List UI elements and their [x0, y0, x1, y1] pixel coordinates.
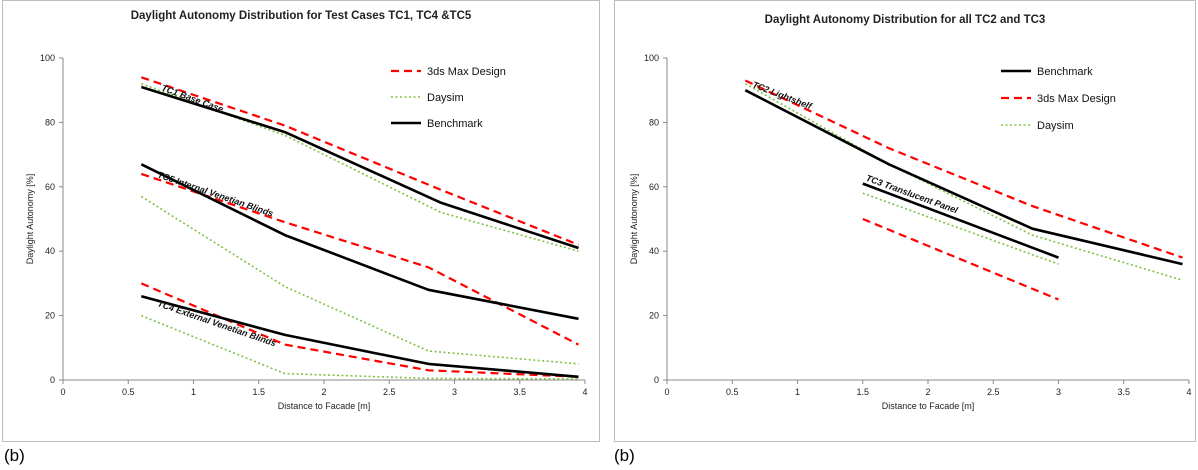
x-axis-label: Distance to Facade [m]: [882, 401, 975, 411]
x-tick-label: 3: [1056, 387, 1061, 397]
series-line-tc5-3ds-max-design: [140, 172, 580, 346]
chart-panel-left: Daylight Autonomy Distribution for Test …: [2, 0, 600, 442]
figure-caption-right: (b): [614, 446, 635, 465]
x-tick-label: 1.5: [252, 387, 265, 397]
chart-panel-right: Daylight Autonomy Distribution for all T…: [614, 0, 1196, 442]
y-tick-label: 40: [45, 246, 55, 256]
y-tick-label: 80: [45, 117, 55, 127]
chart-right: Daylight Autonomy Distribution for all T…: [629, 14, 1192, 411]
legend-label-daysim: Daysim: [427, 92, 464, 104]
series-line-tc5-benchmark: [140, 163, 579, 321]
x-tick-label: 0: [60, 387, 65, 397]
series-line-tc3-3ds-max-design: [862, 217, 1059, 301]
legend-label-daysim: Daysim: [1037, 120, 1074, 132]
x-axis-label: Distance to Facade [m]: [278, 401, 371, 411]
legend-label-3ds-max-design: 3ds Max Design: [1037, 93, 1116, 105]
x-tick-label: 2: [321, 387, 326, 397]
chart-title: Daylight Autonomy Distribution for Test …: [131, 10, 472, 22]
x-tick-label: 1: [191, 387, 196, 397]
x-tick-label: 0: [664, 387, 669, 397]
annotation-tc5-internal-venetian-blinds: TC5 Internal Venetian Blinds: [156, 170, 274, 219]
y-axis-label: Daylight Autonomy [%]: [25, 174, 35, 265]
annotation-tc3-translucent-panel: TC3 Translucent Panel: [865, 173, 960, 216]
annotation-tc4-external-venetian-blinds: TC4 External Venetian Blinds: [156, 298, 277, 348]
series-line-tc5-daysim: [140, 195, 579, 365]
legend-label-benchmark: Benchmark: [1037, 66, 1093, 78]
series-line-tc4-3ds-max-design: [140, 282, 579, 378]
series-line-tc3-benchmark: [862, 182, 1059, 259]
x-tick-label: 2: [925, 387, 930, 397]
y-tick-label: 40: [649, 246, 659, 256]
y-tick-label: 60: [45, 182, 55, 192]
y-tick-label: 20: [649, 311, 659, 321]
y-tick-label: 80: [649, 117, 659, 127]
x-tick-label: 3.5: [1117, 387, 1130, 397]
x-tick-label: 0.5: [726, 387, 739, 397]
x-tick-label: 4: [1186, 387, 1191, 397]
chart-left: Daylight Autonomy Distribution for Test …: [25, 10, 588, 411]
legend-label-3ds-max-design: 3ds Max Design: [427, 66, 506, 78]
series-line-tc2-daysim: [744, 83, 1183, 281]
x-tick-label: 3: [452, 387, 457, 397]
y-axis-label: Daylight Autonomy [%]: [629, 174, 639, 265]
series-line-tc3-daysim: [862, 192, 1059, 265]
y-tick-label: 100: [40, 53, 55, 63]
x-tick-label: 4: [582, 387, 587, 397]
y-tick-label: 60: [649, 182, 659, 192]
figure-caption-left: (b): [4, 446, 25, 465]
series-line-tc4-benchmark: [140, 295, 579, 379]
y-tick-label: 100: [644, 53, 659, 63]
x-tick-label: 1.5: [856, 387, 869, 397]
x-tick-label: 2.5: [383, 387, 396, 397]
chart-title: Daylight Autonomy Distribution for all T…: [765, 14, 1046, 26]
y-tick-label: 0: [654, 375, 659, 385]
y-tick-label: 20: [45, 311, 55, 321]
series-line-tc4-daysim: [141, 314, 579, 380]
series-line-tc1-benchmark: [140, 85, 579, 250]
x-tick-label: 1: [795, 387, 800, 397]
annotation-tc2-lightshelf: TC2 Lightshelf: [751, 80, 814, 112]
legend-label-benchmark: Benchmark: [427, 118, 483, 130]
x-tick-label: 0.5: [122, 387, 135, 397]
x-tick-label: 3.5: [513, 387, 526, 397]
annotation-tc1-base-case: TC1 Base Case: [160, 83, 225, 115]
x-tick-label: 2.5: [987, 387, 1000, 397]
series-line-tc1-daysim: [141, 83, 579, 252]
series-line-tc2-3ds-max-design: [744, 79, 1183, 259]
series-line-tc2-benchmark: [744, 89, 1183, 266]
y-tick-label: 0: [50, 375, 55, 385]
series-line-tc1-3ds-max-design: [140, 76, 579, 246]
